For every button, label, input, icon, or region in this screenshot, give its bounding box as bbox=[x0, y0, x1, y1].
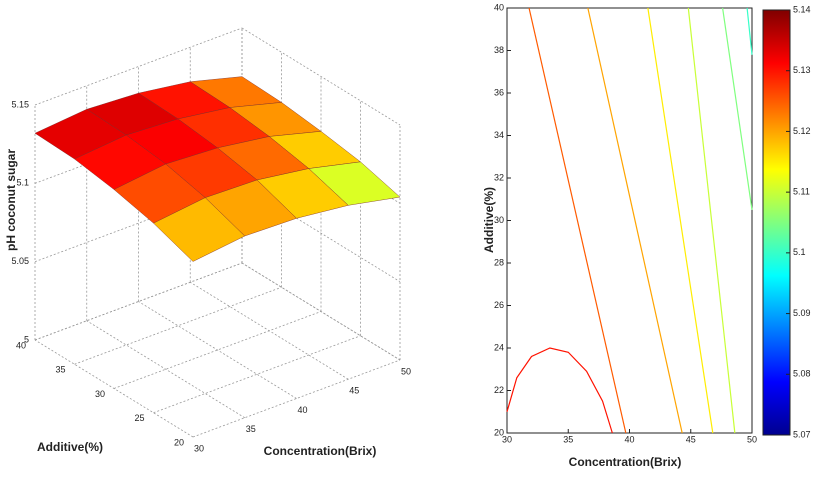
grid-line bbox=[241, 27, 401, 126]
z-tick-label: 5.15 bbox=[11, 99, 29, 109]
y-tick-label: 30 bbox=[494, 215, 504, 225]
x-tick-label: 30 bbox=[502, 434, 512, 444]
z-tick-label: 5.1 bbox=[16, 178, 29, 188]
grid-line bbox=[192, 359, 401, 438]
contour-line bbox=[722, 7, 753, 210]
x-tick-label: 40 bbox=[624, 434, 634, 444]
colorbar-tick-label: 5.11 bbox=[793, 187, 810, 197]
grid-line bbox=[138, 301, 297, 399]
grid-line bbox=[153, 335, 361, 414]
x-tick-label: 50 bbox=[401, 366, 411, 376]
contour-line bbox=[687, 7, 736, 434]
contour-line bbox=[506, 347, 613, 434]
grid-line bbox=[113, 311, 322, 389]
grid-line bbox=[241, 262, 401, 361]
grid-line bbox=[34, 262, 243, 341]
x-axis-label: Concentration(Brix) bbox=[264, 444, 377, 458]
x-tick-label: 40 bbox=[297, 405, 307, 415]
z-axis-label: pH coconut sugar bbox=[4, 149, 18, 251]
z-tick-label: 5.05 bbox=[11, 256, 29, 266]
y-tick-label: 40 bbox=[494, 2, 504, 12]
y-tick-label: 20 bbox=[494, 427, 504, 437]
x-tick-label: 50 bbox=[747, 434, 757, 444]
x-axis-label: Concentration(Brix) bbox=[569, 455, 682, 469]
colorbar-tick-label: 5.12 bbox=[793, 126, 811, 136]
colorbar bbox=[762, 9, 791, 436]
x-tick-label: 45 bbox=[349, 386, 359, 396]
grid-line bbox=[241, 184, 401, 283]
y-tick-label: 32 bbox=[494, 172, 504, 182]
grid-line bbox=[86, 320, 245, 419]
colorbar-tick-label: 5.08 bbox=[793, 369, 811, 379]
x-tick-label: 45 bbox=[686, 434, 696, 444]
y-tick-label: 25 bbox=[134, 413, 144, 423]
y-tick-label: 30 bbox=[95, 389, 105, 399]
x-tick-label: 30 bbox=[194, 443, 204, 453]
z-tick-label: 5 bbox=[24, 334, 29, 344]
surface-patch bbox=[153, 197, 246, 262]
y-tick-label: 20 bbox=[174, 437, 184, 447]
colorbar-tick-label: 5.14 bbox=[793, 4, 811, 14]
grid-line bbox=[74, 286, 282, 365]
y-tick-label: 38 bbox=[494, 45, 504, 55]
x-tick-label: 35 bbox=[563, 434, 573, 444]
y-axis-label: Additive(%) bbox=[37, 440, 103, 454]
y-tick-label: 24 bbox=[494, 342, 504, 352]
colorbar-tick-label: 5.07 bbox=[793, 429, 811, 439]
y-tick-label: 34 bbox=[494, 130, 504, 140]
y-tick-label: 28 bbox=[494, 257, 504, 267]
y-tick-label: 26 bbox=[494, 300, 504, 310]
y-tick-label: 22 bbox=[494, 385, 504, 395]
contour-line bbox=[528, 7, 627, 434]
grid-line bbox=[34, 27, 243, 106]
y-axis-label: Additive(%) bbox=[482, 187, 496, 253]
colorbar-tick-label: 5.1 bbox=[793, 247, 806, 257]
contour-line bbox=[587, 7, 683, 434]
y-tick-label: 36 bbox=[494, 87, 504, 97]
y-tick-label: 35 bbox=[55, 365, 65, 375]
contour-line bbox=[746, 7, 753, 55]
colorbar-tick-label: 5.09 bbox=[793, 308, 811, 318]
colorbar-tick-label: 5.13 bbox=[793, 65, 811, 75]
contour-line bbox=[647, 7, 714, 434]
x-tick-label: 35 bbox=[246, 424, 256, 434]
y-tick-label: 40 bbox=[16, 340, 26, 350]
